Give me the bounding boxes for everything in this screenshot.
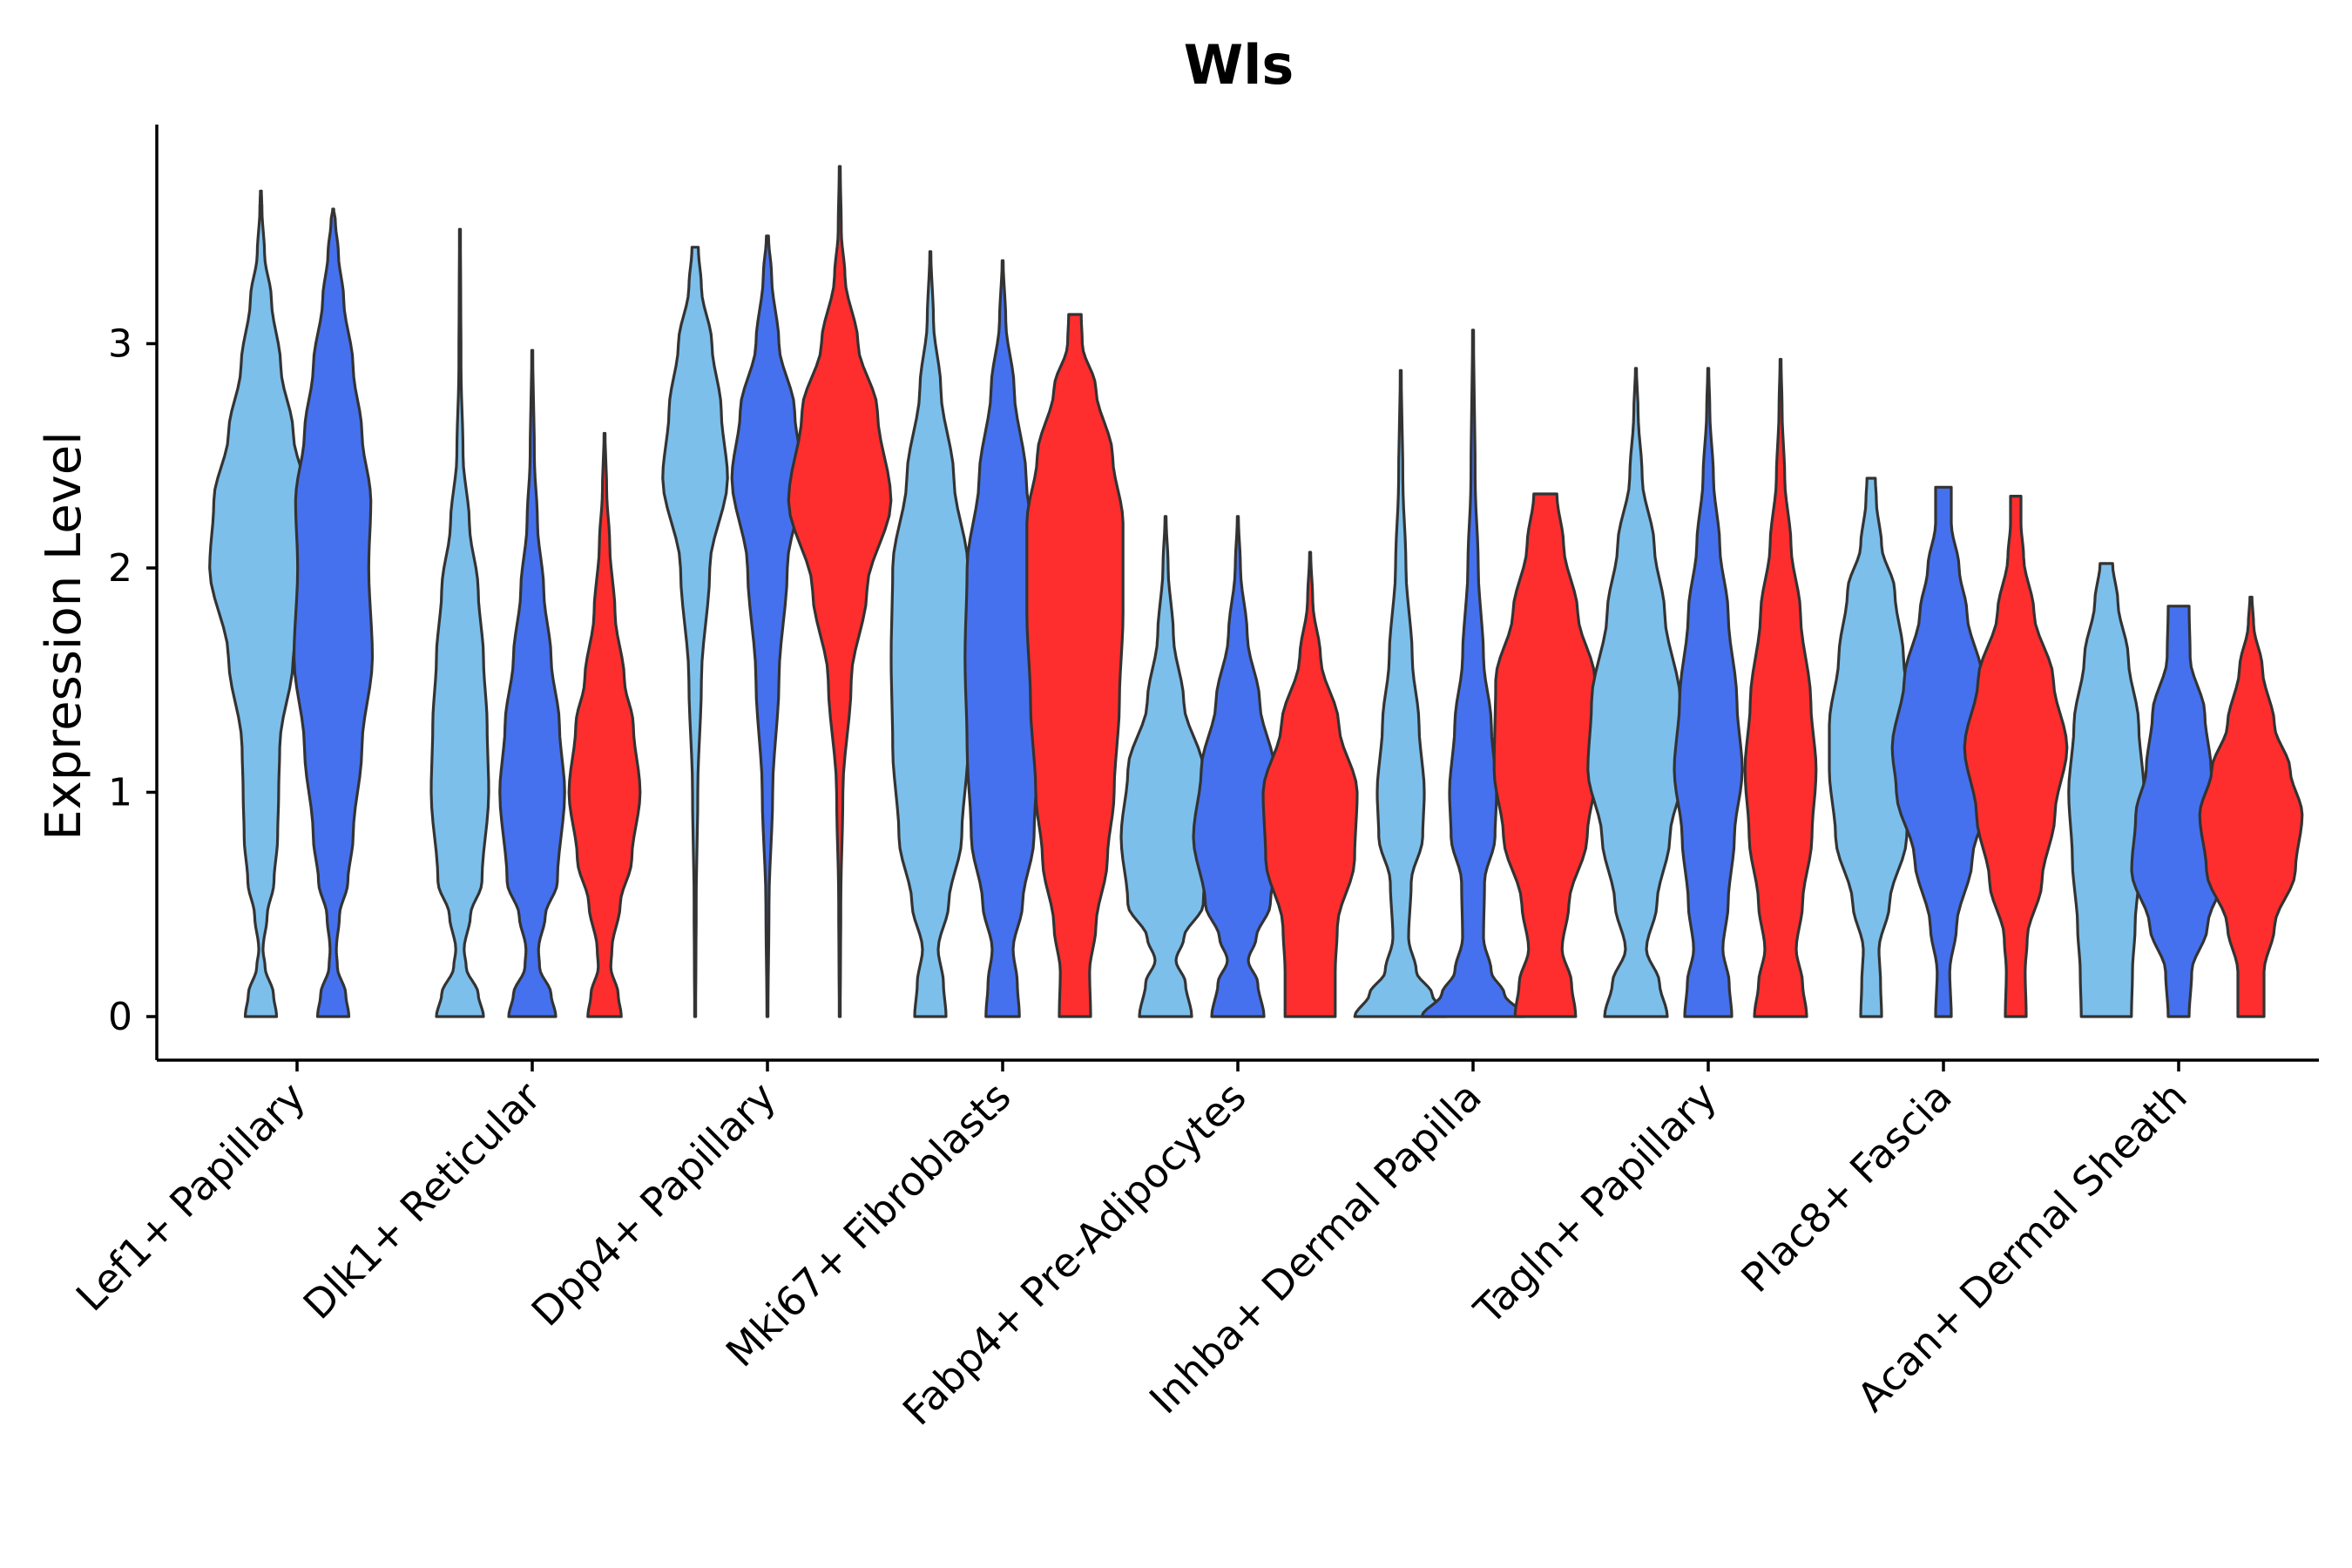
violin-plot-area bbox=[208, 165, 2304, 1018]
violin-b bbox=[1420, 328, 1526, 1018]
x-tick-label: Dlk1+ Reticular bbox=[294, 1073, 550, 1328]
violin-a bbox=[661, 246, 729, 1018]
violin-c bbox=[567, 431, 642, 1018]
violin-c bbox=[1743, 357, 1818, 1018]
x-tick-label: Lef1+ Papillary bbox=[67, 1073, 314, 1321]
violin-b bbox=[1192, 515, 1284, 1018]
chart-title: Wls bbox=[1184, 33, 1294, 97]
violin-a bbox=[2067, 562, 2146, 1018]
violin-a bbox=[1828, 476, 1915, 1018]
violin-a bbox=[1119, 515, 1212, 1018]
violin-b bbox=[963, 259, 1042, 1018]
violin-b bbox=[1890, 485, 1997, 1018]
violin-c bbox=[1492, 492, 1598, 1018]
violin-b bbox=[292, 207, 375, 1018]
violin-a bbox=[1353, 368, 1449, 1018]
violin-c bbox=[1025, 313, 1125, 1018]
y-axis-label: Expression Level bbox=[36, 431, 92, 841]
y-tick-label: 0 bbox=[108, 995, 132, 1039]
violin-b bbox=[1673, 367, 1744, 1018]
violin-a bbox=[889, 250, 971, 1018]
y-tick-label: 3 bbox=[108, 322, 132, 367]
violin-c bbox=[2198, 595, 2304, 1018]
y-tick-label: 2 bbox=[108, 546, 132, 591]
violin-a bbox=[429, 227, 490, 1018]
violin-c bbox=[1963, 495, 2069, 1018]
y-axis-ticks: 0 1 2 3 bbox=[108, 322, 157, 1039]
x-tick-label: Plac8+ Fascia bbox=[1732, 1073, 1960, 1301]
violin-b bbox=[730, 234, 805, 1018]
y-tick-label: 1 bbox=[108, 771, 132, 815]
violin-c bbox=[787, 165, 893, 1018]
violin-c bbox=[1261, 551, 1359, 1018]
violin-a bbox=[1586, 367, 1686, 1018]
x-tick-label: Tagln+ Papillary bbox=[1464, 1073, 1726, 1335]
x-tick-label: Dpp4+ Papillary bbox=[523, 1073, 785, 1335]
violin-b bbox=[498, 348, 566, 1018]
violin-a bbox=[208, 189, 314, 1018]
